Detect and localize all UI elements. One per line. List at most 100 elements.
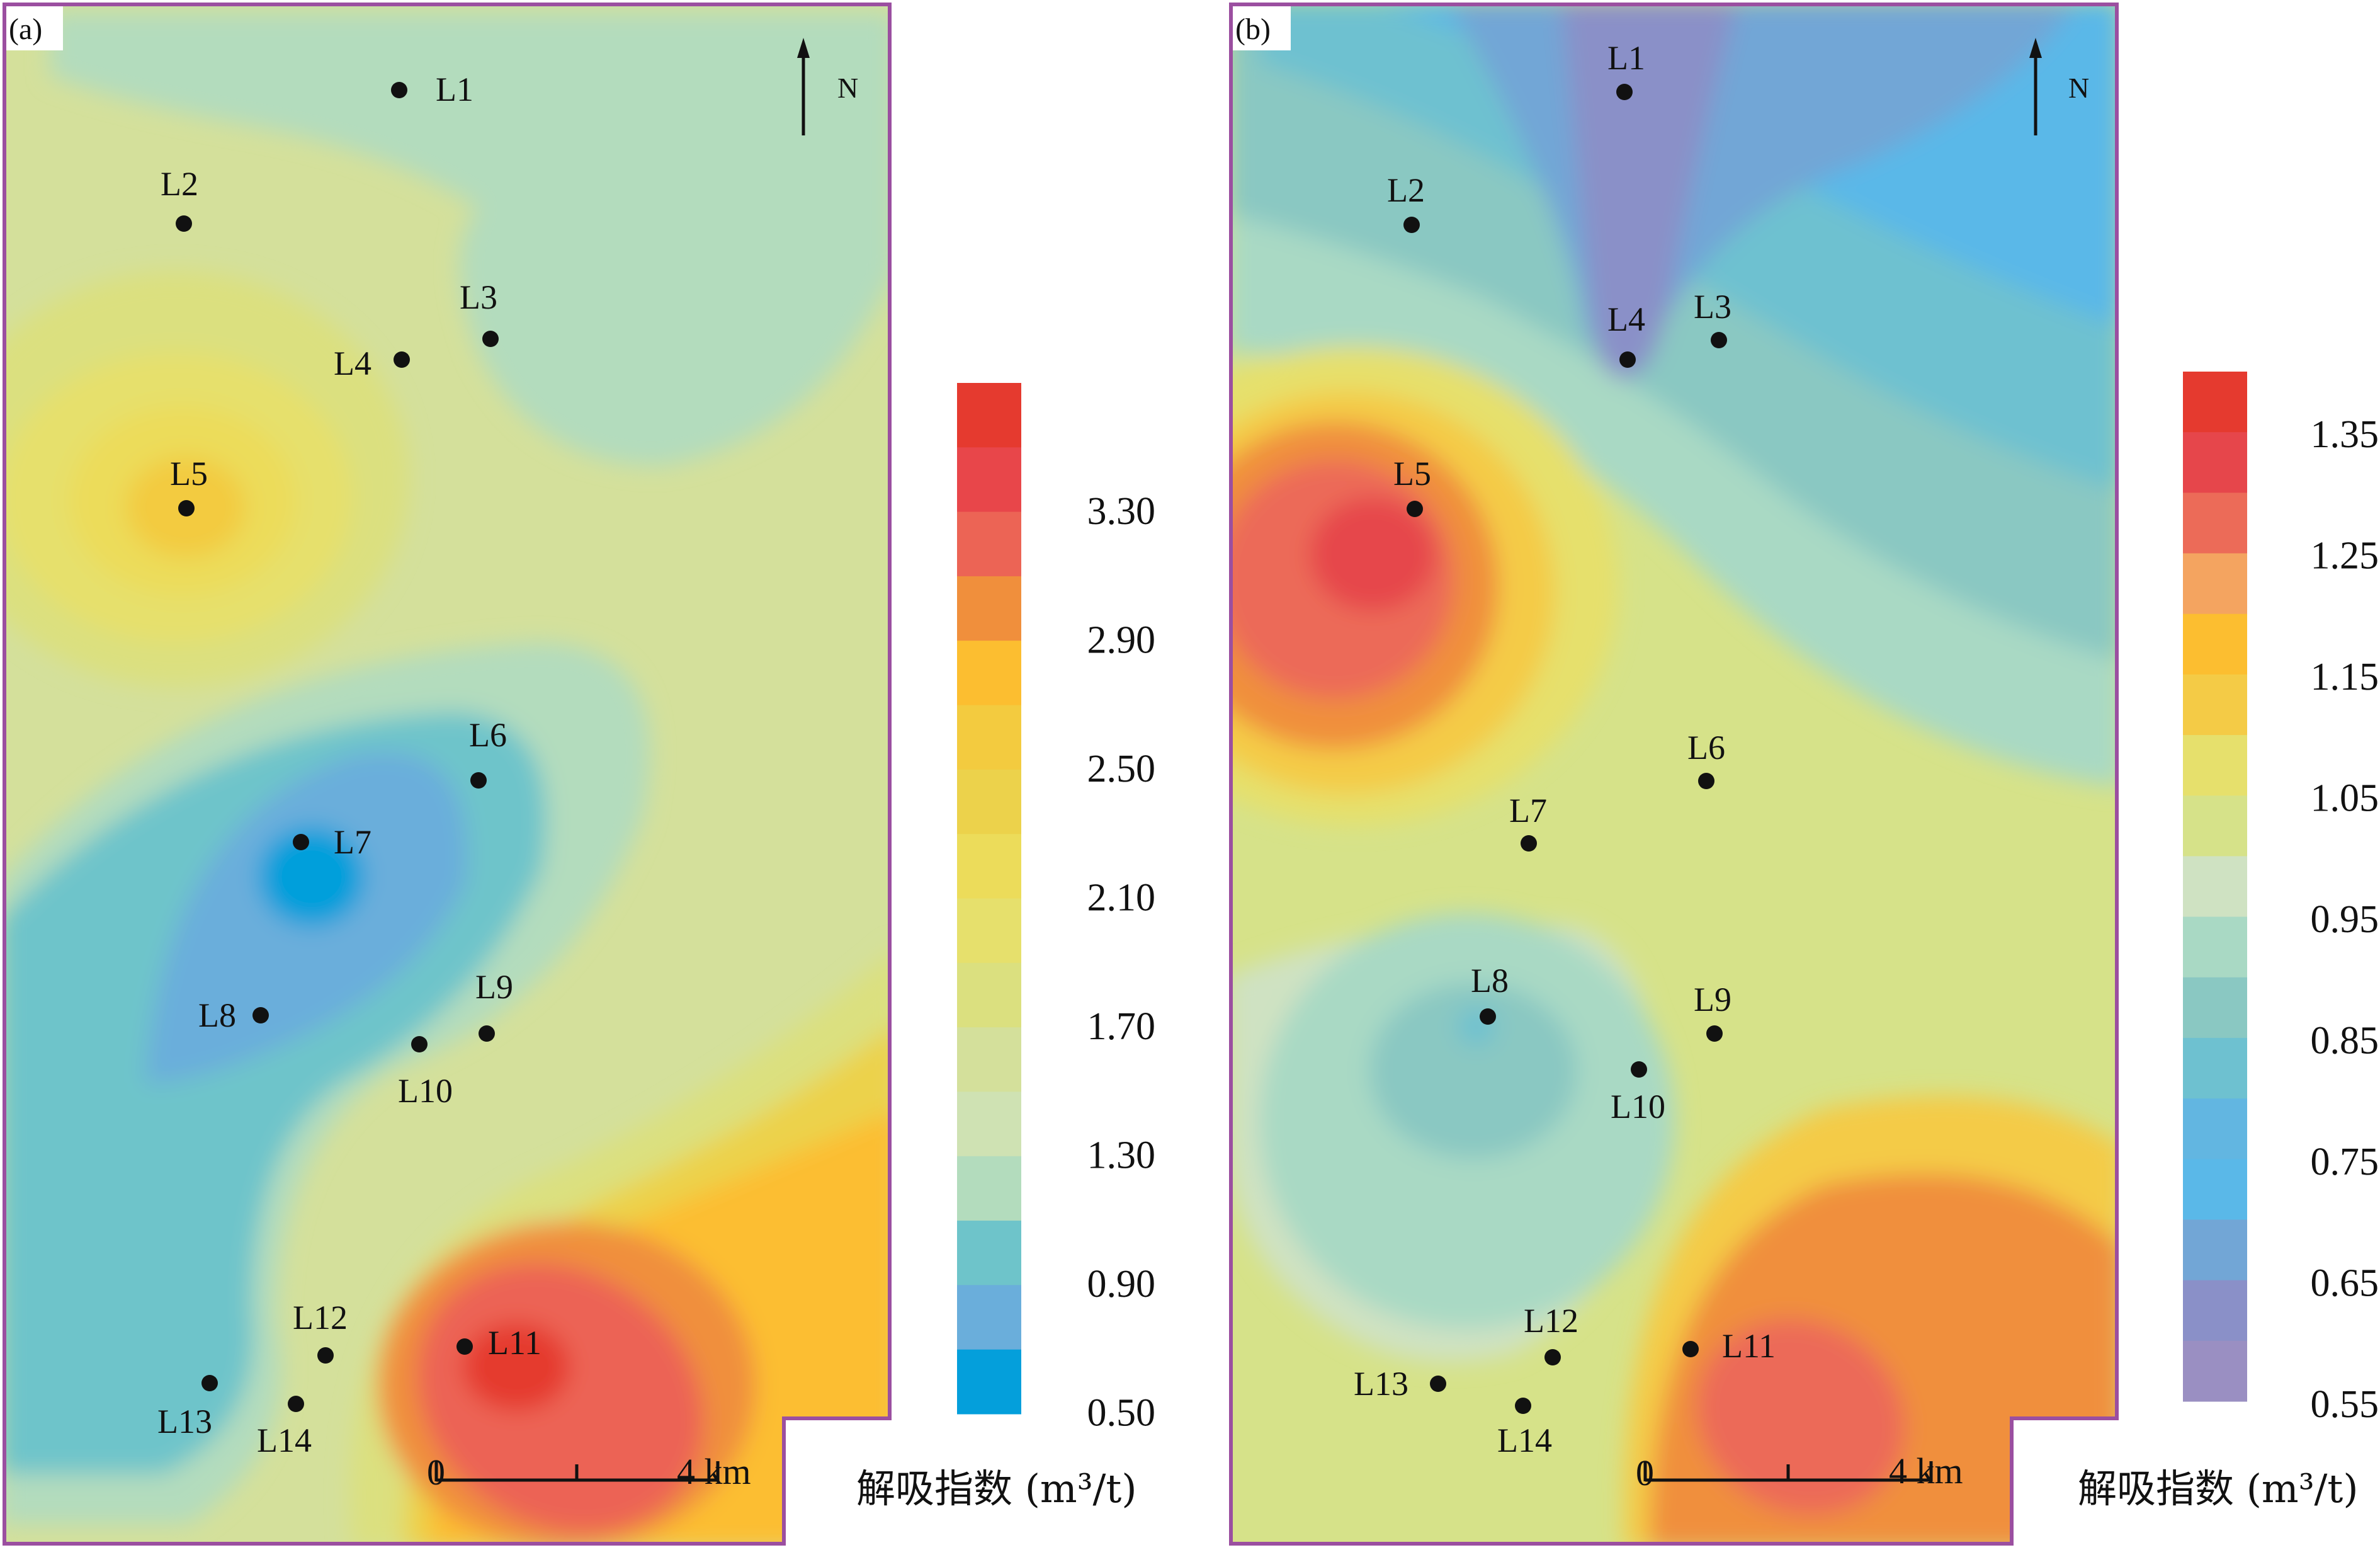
north-label-a: N: [837, 72, 858, 104]
legend-swatch: [957, 898, 1021, 964]
well-label-l13: L13: [1354, 1365, 1408, 1403]
well-label-l2: L2: [161, 165, 198, 203]
legend-swatch: [957, 705, 1021, 770]
legend-tick-label: 1.25: [2311, 535, 2379, 578]
legend-swatch: [2183, 1280, 2247, 1342]
legend-a: 3.30 2.90 2.50 2.10 1.70 1.30 0.90 0.50: [957, 383, 1155, 1435]
well-label-l11: L11: [488, 1324, 541, 1362]
well-label-l14: L14: [257, 1422, 312, 1459]
well-marker-l11: [1682, 1341, 1699, 1357]
north-arrow-a: N: [797, 38, 858, 135]
legend-swatch: [2183, 674, 2247, 736]
well-marker-l9: [479, 1025, 495, 1042]
legend-swatch: [2183, 856, 2247, 918]
well-label-l1: L1: [436, 71, 473, 108]
legend-tick-label: 0.50: [1087, 1392, 1156, 1435]
legend-tick-label: 0.90: [1087, 1263, 1156, 1306]
legend-swatch: [957, 1285, 1021, 1350]
well-label-l3: L3: [1694, 288, 1731, 326]
legend-swatch: [2183, 493, 2247, 554]
legend-swatch: [957, 1027, 1021, 1092]
scale-bar-b: 0 4 km: [1636, 1450, 1963, 1493]
well-label-l9: L9: [1694, 981, 1731, 1018]
well-marker-l1: [1616, 84, 1633, 100]
well-label-l10: L10: [1611, 1088, 1665, 1125]
legend-swatch: [2183, 553, 2247, 615]
well-label-l5: L5: [1393, 455, 1431, 493]
legend-tick-label: 2.10: [1087, 877, 1156, 920]
legend-tick-label: 0.55: [2311, 1383, 2379, 1426]
legend-swatch: [2183, 1219, 2247, 1281]
well-marker-l12: [1544, 1349, 1561, 1365]
scale-start-a: 0: [427, 1452, 445, 1493]
well-marker-l2: [176, 215, 192, 232]
well-marker-l5: [1407, 501, 1423, 517]
well-marker-l5: [178, 500, 195, 516]
map-frame-b: [1229, 3, 2119, 1546]
well-label-l9: L9: [475, 968, 513, 1006]
legend-tick-label: 1.70: [1087, 1005, 1156, 1048]
wells-a: L1 L2 L3 L4 L5 L6 L7 L8 L9 L10 L11 L12 L13 L14: [157, 71, 541, 1459]
legend-swatch: [957, 511, 1021, 577]
legend-swatch: [957, 447, 1021, 513]
well-marker-l11: [456, 1338, 473, 1355]
legend-swatch: [2183, 372, 2247, 433]
well-marker-l14: [1515, 1398, 1531, 1414]
legend-tick-label: 1.30: [1087, 1134, 1156, 1177]
well-marker-l4: [394, 351, 410, 368]
legend-unit-a: 解吸指数 (m³/t): [856, 1466, 1137, 1512]
well-marker-l13: [1430, 1376, 1446, 1392]
well-marker-l6: [470, 772, 487, 789]
map-frame-a: [3, 3, 892, 1546]
arrow-up-icon: [2029, 38, 2042, 58]
well-marker-l4: [1619, 351, 1636, 368]
well-label-l2: L2: [1387, 171, 1425, 209]
legend-swatch: [2183, 1098, 2247, 1160]
panel-tag-box-b: [1233, 6, 1291, 50]
well-marker-l3: [1711, 332, 1727, 348]
legend-tick-label: 1.35: [2311, 413, 2379, 456]
well-label-l4: L4: [1607, 300, 1645, 338]
legend-tick-label: 2.90: [1087, 619, 1156, 662]
well-marker-l1: [391, 82, 407, 98]
legend-unit-b: 解吸指数 (m³/t): [2078, 1466, 2359, 1512]
legend-swatch: [2183, 916, 2247, 978]
legend-swatch: [2183, 977, 2247, 1039]
scale-start-b: 0: [1636, 1452, 1654, 1493]
north-label-b: N: [2068, 72, 2089, 104]
legend-swatch: [2183, 1159, 2247, 1220]
legend-swatch: [2183, 1037, 2247, 1099]
scale-end-a: 4 km: [677, 1451, 751, 1492]
legend-swatch: [957, 641, 1021, 706]
panel-tag-box-a: [6, 6, 63, 50]
well-label-l12: L12: [293, 1299, 348, 1336]
legend-swatch: [2183, 1340, 2247, 1402]
well-label-l14: L14: [1497, 1422, 1552, 1459]
well-marker-l3: [482, 331, 499, 347]
legend-swatch: [957, 383, 1021, 448]
well-label-l5: L5: [170, 455, 208, 493]
scale-bar-a: 0 4 km: [427, 1451, 751, 1493]
legend-tick-label: 3.30: [1087, 490, 1156, 533]
legend-swatch: [957, 576, 1021, 641]
wells-b: L1 L2 L3 L4 L5 L6 L7 L8 L9 L10 L11 L12 L13 L14: [1354, 39, 1776, 1459]
legend-tick-label: 2.50: [1087, 748, 1156, 790]
well-label-l4: L4: [334, 345, 371, 382]
well-label-l6: L6: [469, 716, 507, 754]
legend-swatch: [957, 962, 1021, 1028]
legend-tick-label: 0.85: [2311, 1020, 2379, 1063]
well-label-l8: L8: [198, 996, 236, 1034]
legend-swatch: [957, 1091, 1021, 1157]
legend-tick-label: 0.95: [2311, 898, 2379, 941]
legend-swatch: [957, 1221, 1021, 1285]
scale-end-b: 4 km: [1889, 1450, 1963, 1491]
well-label-l1: L1: [1607, 39, 1645, 77]
well-label-l7: L7: [334, 823, 371, 861]
legend-swatch: [2183, 735, 2247, 796]
legend-swatch: [2183, 432, 2247, 493]
contour-field-a: [4, 4, 890, 1544]
well-marker-l7: [1521, 835, 1537, 852]
panel-tag-b: (b): [1235, 13, 1271, 46]
